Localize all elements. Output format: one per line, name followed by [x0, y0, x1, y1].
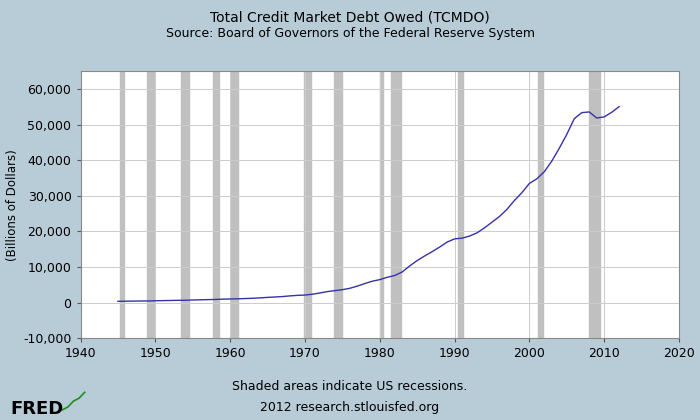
Y-axis label: (Billions of Dollars): (Billions of Dollars)	[6, 149, 19, 261]
Bar	[304, 71, 311, 338]
Text: Shaded areas indicate US recessions.: Shaded areas indicate US recessions.	[232, 380, 468, 393]
Text: Source: Board of Governors of the Federal Reserve System: Source: Board of Governors of the Federa…	[165, 27, 535, 40]
Bar	[213, 71, 219, 338]
Text: Total Credit Market Debt Owed (TCMDO): Total Credit Market Debt Owed (TCMDO)	[210, 10, 490, 24]
Bar	[181, 71, 189, 338]
Bar	[589, 71, 601, 338]
Bar	[538, 71, 543, 338]
Bar	[120, 71, 124, 338]
Bar	[391, 71, 401, 338]
Bar	[146, 71, 154, 338]
Bar	[379, 71, 384, 338]
Bar	[232, 71, 237, 338]
Bar	[458, 71, 463, 338]
Text: 2012 research.stlouisfed.org: 2012 research.stlouisfed.org	[260, 401, 440, 414]
Text: FRED: FRED	[10, 400, 64, 418]
Bar	[334, 71, 342, 338]
